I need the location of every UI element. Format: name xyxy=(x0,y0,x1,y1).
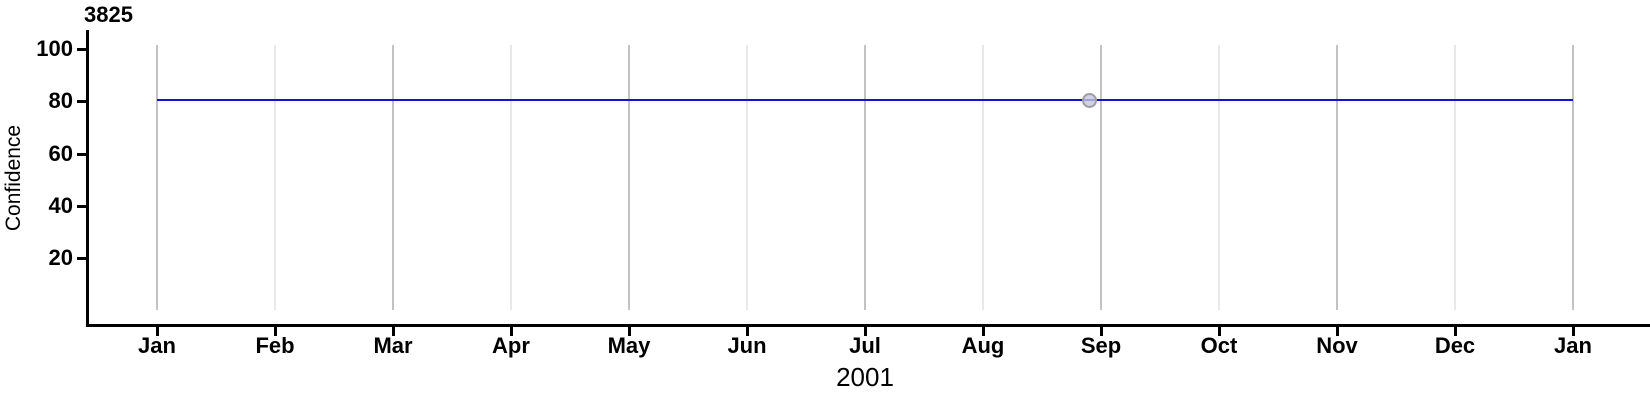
y-axis-tick xyxy=(77,257,86,260)
month-gridline xyxy=(1218,45,1220,310)
y-tick-label: 20 xyxy=(48,245,73,270)
y-tick-label: 40 xyxy=(48,192,73,218)
month-gridline xyxy=(1100,45,1102,310)
x-axis-line xyxy=(86,324,1650,327)
y-tick-label: 60 xyxy=(48,140,73,166)
x-axis-tick xyxy=(628,327,631,336)
x-axis-tick xyxy=(1336,327,1339,336)
month-gridline xyxy=(1454,45,1456,310)
x-axis-tick xyxy=(1100,327,1103,336)
x-tick-label: Jul xyxy=(849,333,881,358)
month-gridline xyxy=(274,45,276,310)
month-gridline xyxy=(156,45,158,310)
x-axis-label: 2001 xyxy=(836,362,894,392)
x-tick-label: Jan xyxy=(138,333,176,358)
x-tick-label: Dec xyxy=(1434,333,1476,358)
y-axis-tick xyxy=(77,152,86,156)
month-gridline xyxy=(864,45,866,310)
y-tick-label: 80 xyxy=(48,88,73,114)
x-tick-label: Apr xyxy=(492,333,530,358)
y-axis-line xyxy=(86,30,89,327)
month-gridline xyxy=(982,45,984,310)
y-tick-label: 100 xyxy=(36,36,73,61)
y-axis-tick xyxy=(77,48,86,51)
x-tick-label: Sep xyxy=(1080,333,1122,358)
x-axis-tick xyxy=(864,327,867,336)
chart-title: 3825 xyxy=(84,2,133,27)
x-axis-tick xyxy=(156,327,159,336)
x-tick-label: Mar xyxy=(373,333,413,358)
x-axis-tick xyxy=(746,327,749,336)
x-tick-label: Feb xyxy=(255,333,295,358)
x-tick-label: Jan xyxy=(1554,333,1592,358)
month-gridline xyxy=(392,45,394,310)
x-axis-tick xyxy=(1218,327,1221,336)
x-axis-tick xyxy=(510,327,513,336)
month-gridline xyxy=(1572,45,1574,310)
x-tick-label: Aug xyxy=(961,333,1005,358)
x-axis-tick xyxy=(274,327,277,336)
x-tick-label: May xyxy=(607,333,651,358)
confidence-series-line xyxy=(157,99,1573,101)
month-gridline xyxy=(628,45,630,310)
x-axis-tick xyxy=(1572,327,1575,336)
month-gridline xyxy=(1336,45,1338,310)
month-gridline xyxy=(746,45,748,310)
y-axis-tick xyxy=(77,204,86,208)
x-axis-tick xyxy=(982,327,985,336)
x-tick-label: Jun xyxy=(727,333,767,358)
x-axis-tick xyxy=(1454,327,1457,336)
month-gridline xyxy=(510,45,512,310)
x-tick-label: Oct xyxy=(1200,333,1238,358)
y-axis-tick xyxy=(77,100,86,104)
x-tick-label: Nov xyxy=(1316,333,1358,358)
data-point-marker xyxy=(1082,93,1097,108)
x-axis-tick xyxy=(392,327,395,336)
